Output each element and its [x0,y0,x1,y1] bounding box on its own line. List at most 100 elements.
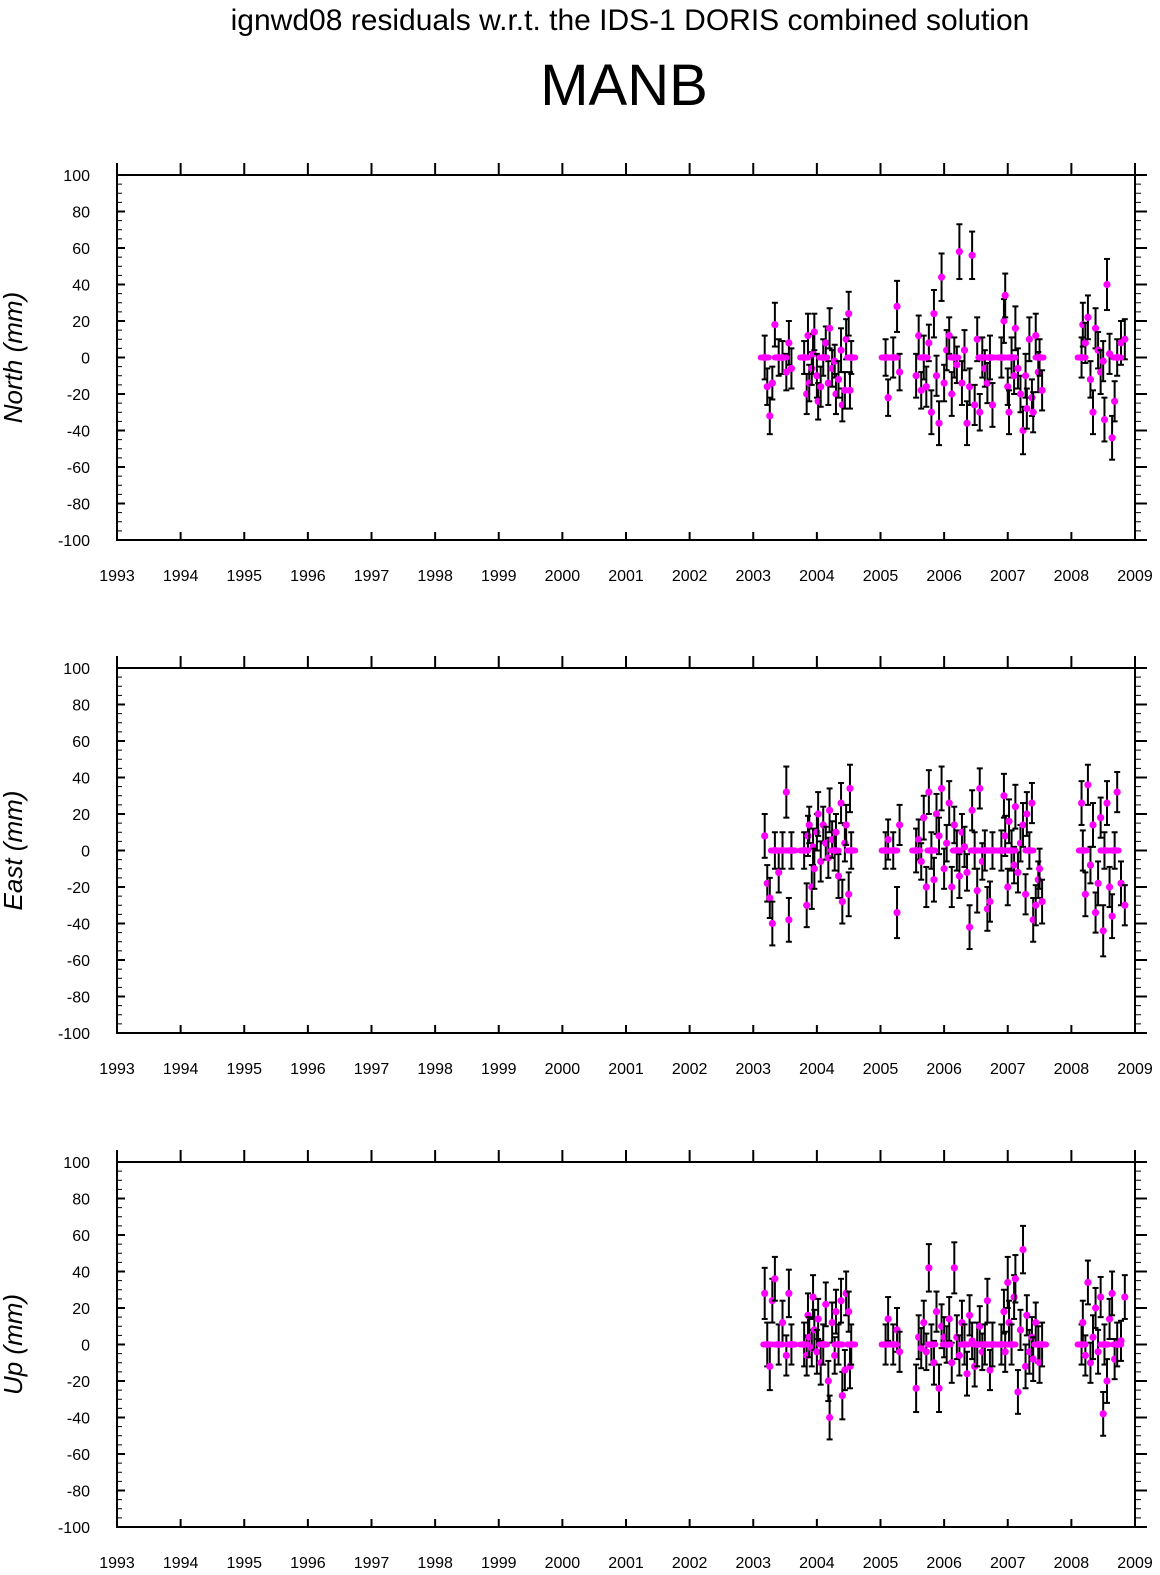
data-point [1117,1319,1125,1362]
data-point [1099,340,1107,383]
point-marker [1108,434,1116,442]
point-marker [834,375,843,383]
data-point [963,853,971,892]
point-marker [837,1297,845,1305]
data-point [1023,791,1031,837]
point-marker [1014,868,1022,877]
point-marker [1081,339,1089,347]
point-marker [1000,317,1008,325]
data-point [1019,1224,1027,1275]
point-marker [1029,408,1037,416]
y-tick-label: -100 [58,1026,90,1043]
point-marker [837,346,845,354]
point-marker [983,379,991,387]
data-point [988,382,997,428]
x-tick-label: 1995 [226,1555,262,1572]
point-marker [973,335,981,343]
y-tick-label: -60 [67,1447,90,1464]
point-marker [778,1319,787,1327]
x-tick-label: 1993 [99,1061,135,1078]
x-tick-label: 1997 [354,1061,390,1078]
x-tick-label: 1995 [226,1061,262,1078]
point-marker [1014,364,1022,373]
x-tick-label: 2003 [735,568,771,585]
point-marker [1029,1355,1037,1363]
data-point [782,765,790,819]
point-marker [1084,313,1092,321]
x-tick-label: 2003 [735,1061,771,1078]
point-marker [1097,1293,1105,1301]
point-marker [822,1300,830,1308]
data-point [1094,1328,1102,1375]
y-tick-label: -20 [67,1374,90,1391]
point-marker [884,1315,892,1323]
point-marker [1099,1410,1107,1418]
point-marker [846,386,854,394]
point-marker [1028,799,1036,807]
point-marker [763,383,771,391]
point-marker [785,916,793,924]
x-tick-label: 2008 [1054,1555,1090,1572]
data-point [1091,1286,1100,1330]
data-point [814,1297,822,1341]
data-point [884,378,892,417]
x-tick-label: 2004 [799,1555,835,1572]
x-tick-label: 2006 [926,568,962,585]
data-point [787,347,796,390]
data-point [1038,369,1046,412]
data-point [846,1343,854,1390]
figure-title: ignwd08 residuals w.r.t. the IDS-1 DORIS… [231,4,1030,37]
point-marker [804,832,812,840]
data-point [1029,391,1037,434]
point-marker [834,872,843,880]
point-marker [1086,375,1095,383]
point-marker [1000,1308,1008,1316]
data-point [1021,873,1030,916]
data-point [1000,298,1008,344]
point-marker [761,832,769,840]
point-marker [845,890,853,898]
x-tick-label: 1996 [290,568,326,585]
point-marker [912,1384,920,1392]
data-point [1016,1308,1025,1351]
point-marker [826,806,834,814]
x-tick-label: 2000 [545,568,581,585]
y-tick-label: 100 [63,168,90,185]
point-marker [775,868,783,877]
data-point [1108,893,1116,940]
point-marker [1097,814,1105,822]
point-marker [920,814,928,822]
data-point [1016,374,1025,414]
y-axis-label: North (mm) [0,292,28,423]
point-marker [973,887,981,895]
point-marker [809,1293,817,1301]
data-point [1099,904,1107,958]
data-point [1108,1270,1116,1317]
point-marker [965,1311,974,1319]
data-point [963,1350,971,1397]
x-tick-label: 2007 [990,568,1026,585]
data-point [948,371,956,417]
panel-3: 1993 1994 1995 1996 1997 1998 1999 2000 2001 2002… [0,1150,1153,1572]
data-point [965,904,974,951]
data-point [824,360,832,406]
point-marker [842,335,850,343]
y-tick-label: 80 [72,205,90,222]
point-marker [831,357,839,365]
data-point [1099,1390,1107,1437]
point-marker [968,251,976,259]
point-marker [804,332,812,340]
data-point [1021,1343,1030,1390]
data-point [986,880,994,923]
data-point [1005,389,1013,436]
data-point [1084,763,1092,806]
data-point [1103,1358,1111,1404]
point-marker [845,1308,853,1316]
data-point [1086,360,1095,399]
data-point [1091,307,1100,350]
point-marker [813,1348,821,1356]
x-tick-label: 1997 [354,568,390,585]
point-marker [988,401,997,409]
point-marker [948,390,956,398]
x-tick-label: 2005 [863,568,899,585]
